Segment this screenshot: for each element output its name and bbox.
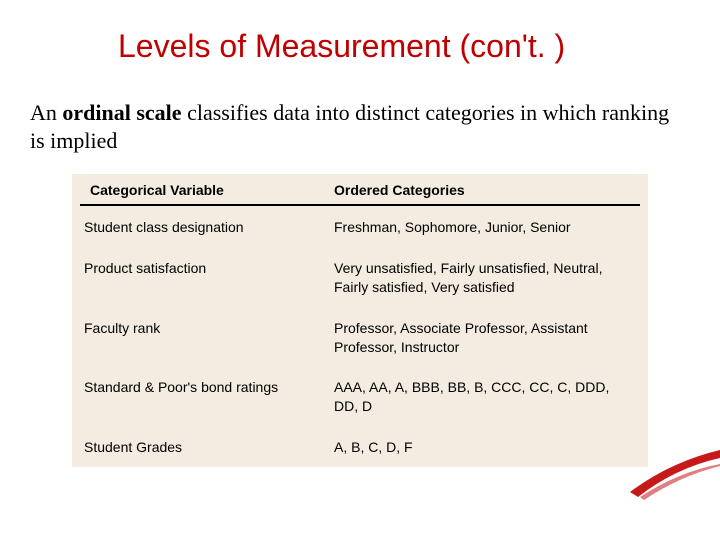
table-row: Student class designation Freshman, Soph…	[72, 206, 648, 247]
table-cell-right: Very unsatisfied, Fairly unsatisfied, Ne…	[326, 259, 640, 297]
table-cell-left: Student class designation	[80, 218, 326, 237]
table-cell-right: A, B, C, D, F	[326, 438, 640, 457]
slide-subtitle: An ordinal scale classifies data into di…	[0, 81, 720, 174]
table-cell-right: AAA, AA, A, BBB, BB, B, CCC, CC, C, DDD,…	[326, 378, 640, 416]
table-row: Student Grades A, B, C, D, F	[72, 426, 648, 467]
table-header-left: Categorical Variable	[80, 182, 326, 198]
table-cell-right: Professor, Associate Professor, Assistan…	[326, 319, 640, 357]
table-row: Standard & Poor's bond ratings AAA, AA, …	[72, 366, 648, 426]
table-cell-left: Faculty rank	[80, 319, 326, 357]
table-row: Product satisfaction Very unsatisfied, F…	[72, 247, 648, 307]
table-cell-right: Freshman, Sophomore, Junior, Senior	[326, 218, 640, 237]
table-cell-left: Standard & Poor's bond ratings	[80, 378, 326, 416]
table-header-right: Ordered Categories	[326, 182, 640, 198]
table-header-row: Categorical Variable Ordered Categories	[80, 174, 640, 206]
ordinal-table: Categorical Variable Ordered Categories …	[72, 174, 648, 467]
subtitle-prefix: An	[30, 100, 62, 125]
table-cell-left: Student Grades	[80, 438, 326, 457]
slide-title: Levels of Measurement (con't. )	[0, 0, 720, 81]
table-cell-left: Product satisfaction	[80, 259, 326, 297]
subtitle-bold: ordinal scale	[62, 100, 181, 125]
table-row: Faculty rank Professor, Associate Profes…	[72, 307, 648, 367]
